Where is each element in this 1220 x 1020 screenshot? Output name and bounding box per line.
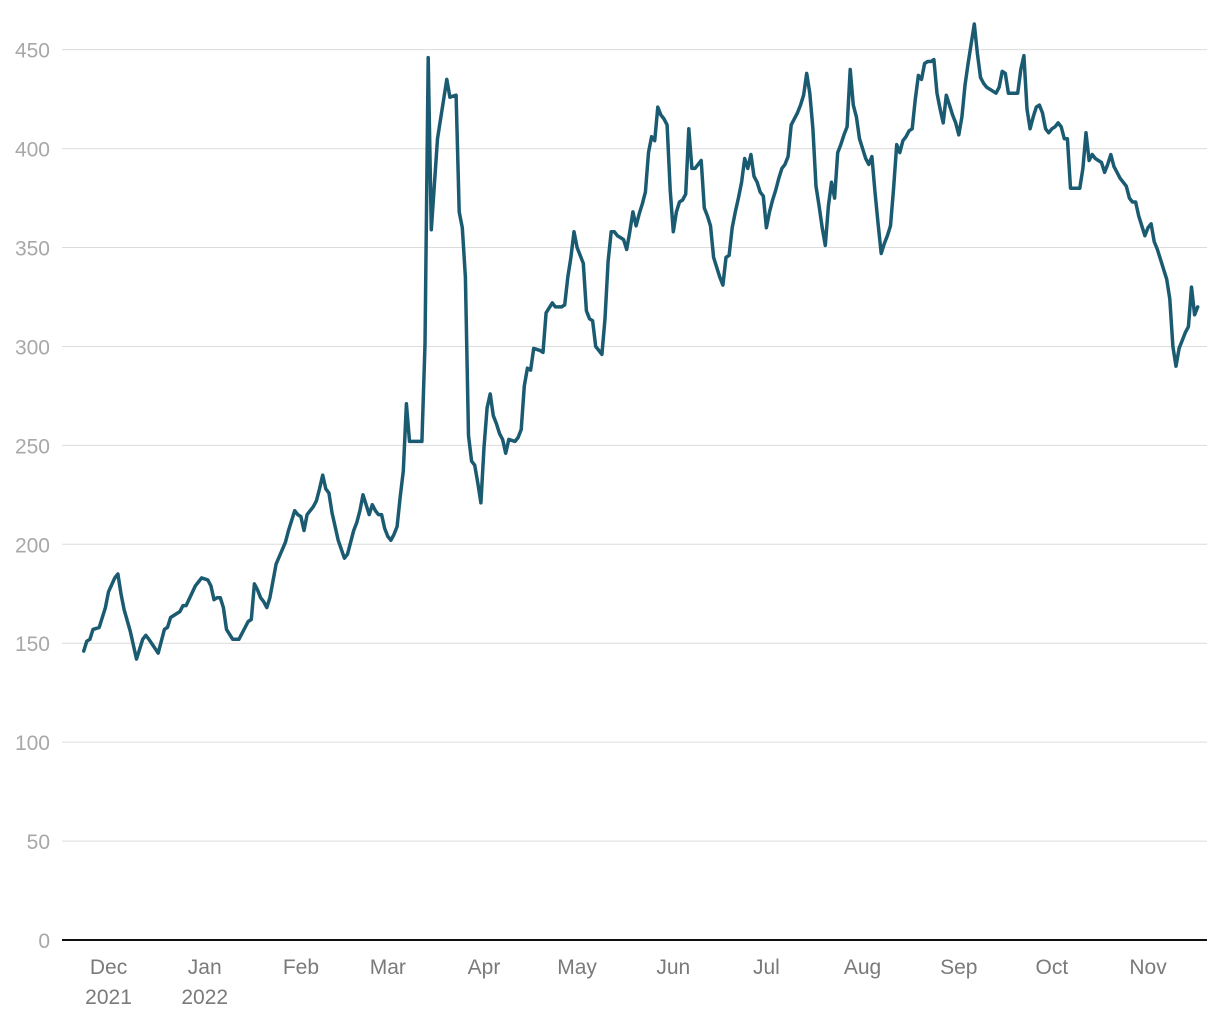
y-tick-label: 100: [15, 732, 50, 755]
x-tick-label: Jul: [753, 956, 780, 979]
y-tick-label: 350: [15, 238, 50, 261]
x-tick-label: Nov: [1129, 956, 1167, 979]
y-tick-label: 200: [15, 534, 50, 557]
series-line: [81, 22, 1200, 661]
y-axis-tick-labels: 0 50 100 150 200 250 300 350 400 450: [15, 40, 50, 953]
x-tick-year-label: 2021: [85, 986, 132, 1009]
y-tick-label: 0: [38, 930, 50, 953]
y-tick-label: 300: [15, 336, 50, 359]
y-tick-label: 450: [15, 40, 50, 63]
x-tick-label: Jan: [188, 956, 222, 979]
x-tick-label: Feb: [283, 956, 319, 979]
grid-lines: [62, 49, 1207, 842]
y-tick-label: 250: [15, 435, 50, 458]
x-tick-year-label: 2022: [181, 986, 228, 1009]
y-tick-label: 150: [15, 633, 50, 656]
x-axis-tick-labels: Dec 2021 Jan 2022 Feb Mar Apr May Jun Jul Aug Sep Oc…: [85, 956, 1167, 1009]
y-tick-label: 400: [15, 139, 50, 162]
x-tick-label: May: [557, 956, 597, 979]
x-tick-label: Dec: [90, 956, 127, 979]
x-tick-label: Mar: [370, 956, 406, 979]
y-tick-label: 50: [27, 831, 50, 854]
x-tick-label: Sep: [940, 956, 977, 979]
x-tick-label: Apr: [468, 956, 501, 979]
x-tick-label: Oct: [1036, 956, 1069, 979]
x-tick-label: Aug: [844, 956, 881, 979]
x-tick-label: Jun: [656, 956, 690, 979]
